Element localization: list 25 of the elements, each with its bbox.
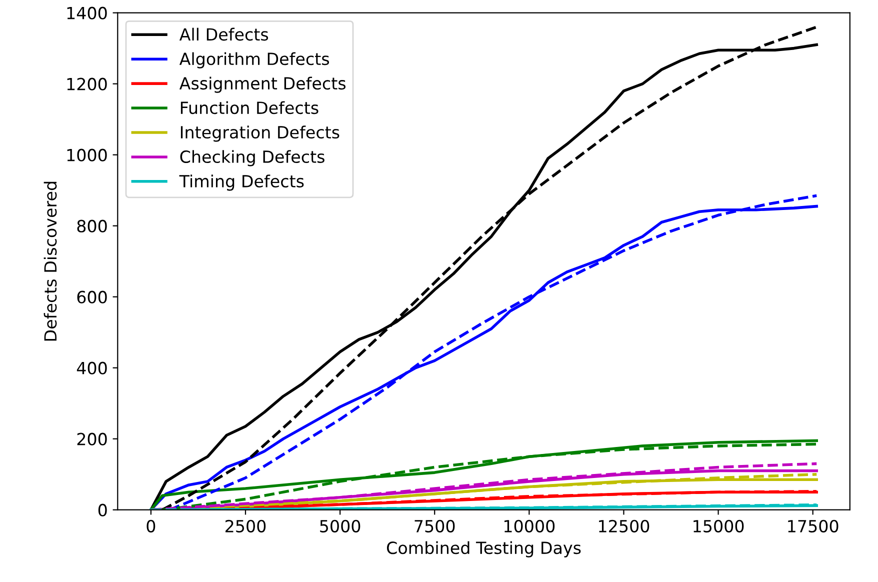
legend-label: All Defects (179, 28, 268, 41)
x-axis-title: Combined Testing Days (386, 541, 581, 558)
legend-label: Integration Defects (180, 126, 340, 142)
legend-label: Algorithm Defects (179, 52, 330, 68)
y-tick-label: 400 (76, 362, 107, 374)
x-tick-label: 2500 (226, 520, 266, 532)
x-tick-label: 17500 (788, 520, 838, 532)
legend-label: Assignment Defects (179, 76, 346, 93)
x-tick-label: 15000 (694, 520, 744, 532)
legend-label: Checking Defects (180, 150, 324, 166)
x-tick-label: 7500 (414, 520, 455, 532)
x-tick-label: 5000 (320, 520, 360, 532)
y-tick-label: 800 (77, 220, 107, 232)
y-tick-label: 600 (77, 290, 107, 304)
legend-label: Function Defects (180, 101, 318, 114)
x-tick-label: 10000 (504, 520, 555, 532)
y-tick-label: 200 (77, 432, 107, 446)
x-tick-label: 12500 (599, 520, 650, 532)
y-axis-title: Defects Discovered (44, 182, 57, 341)
y-tick-label: 0 (98, 504, 107, 516)
legend-label: Timing Defects (179, 174, 304, 191)
y-tick-label: 1000 (67, 148, 107, 162)
x-tick-label: 0 (146, 520, 156, 532)
y-tick-label: 1400 (67, 6, 107, 20)
y-tick-label: 1200 (67, 78, 107, 90)
